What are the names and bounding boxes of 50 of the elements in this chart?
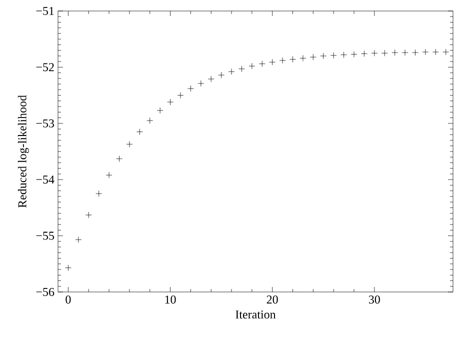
- point: [198, 80, 204, 87]
- y-tick-label: −51: [36, 6, 54, 16]
- x-tick-label: 10: [165, 296, 176, 304]
- x-tick-label: 0: [66, 296, 71, 304]
- point: [106, 172, 112, 178]
- y-tick-label: −53: [36, 119, 54, 128]
- x-tick-label: 20: [266, 296, 278, 304]
- point: [279, 57, 286, 64]
- point: [238, 66, 245, 72]
- point: [126, 140, 133, 148]
- y-tick-label: −55: [36, 232, 54, 240]
- point: [412, 49, 418, 56]
- point: [269, 58, 276, 66]
- point: [360, 50, 368, 57]
- point: [330, 52, 337, 59]
- point: [208, 76, 214, 82]
- point: [167, 98, 174, 106]
- point: [75, 236, 82, 243]
- y-tick-label: −56: [36, 288, 54, 296]
- point: [402, 49, 408, 56]
- point: [371, 50, 378, 56]
- point: [116, 156, 122, 162]
- point: [310, 54, 316, 60]
- point: [381, 50, 388, 56]
- point: [96, 190, 102, 197]
- point: [300, 55, 306, 62]
- point: [228, 68, 235, 75]
- point: [218, 72, 225, 78]
- point: [290, 56, 296, 63]
- point: [136, 128, 143, 136]
- x-axis-title: Iteration: [236, 310, 276, 319]
- point: [85, 212, 92, 218]
- point: [340, 52, 347, 58]
- point: [422, 48, 429, 56]
- point: [442, 48, 450, 56]
- point: [187, 85, 194, 92]
- point: [258, 60, 266, 68]
- y-tick-label: −54: [36, 176, 54, 184]
- point: [248, 62, 256, 70]
- point: [156, 107, 164, 114]
- point: [350, 51, 358, 58]
- point: [432, 48, 439, 56]
- point: [320, 52, 327, 60]
- point: [65, 264, 72, 272]
- point: [146, 117, 154, 124]
- y-tick-label: −52: [36, 63, 54, 72]
- point: [392, 49, 398, 56]
- point: [177, 92, 184, 98]
- y-axis-title: Reduced log-likelihood: [18, 95, 29, 208]
- x-tick-label: 30: [368, 296, 380, 304]
